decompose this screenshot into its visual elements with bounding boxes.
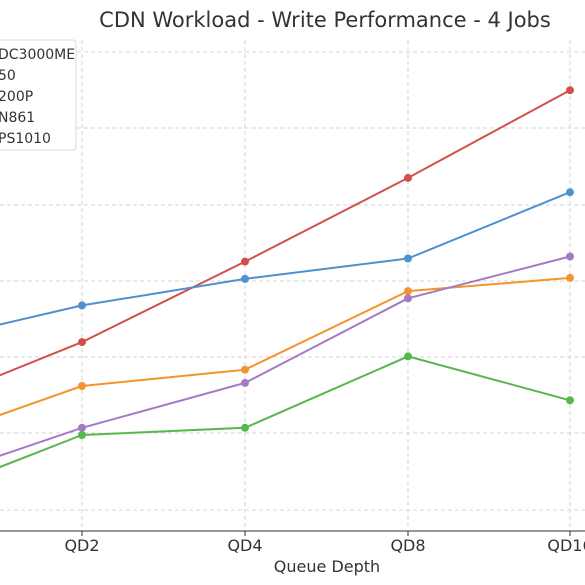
series-line <box>0 255 571 457</box>
data-point <box>78 338 86 347</box>
data-point <box>566 86 574 95</box>
data-point <box>404 287 412 296</box>
data-point <box>404 254 412 263</box>
data-point <box>566 188 574 197</box>
data-point <box>78 431 86 439</box>
series-line <box>0 276 571 416</box>
data-point <box>241 274 249 283</box>
series-group <box>0 86 574 469</box>
legend-entry: 200P <box>0 89 33 105</box>
chart-title: CDN Workload - Write Performance - 4 Job… <box>99 8 551 32</box>
data-point <box>566 273 574 282</box>
x-tick-label: QD16 <box>547 536 585 555</box>
data-point <box>78 423 86 432</box>
data-point <box>78 301 86 310</box>
x-axis-ticks: QD2 QD4 QD8 QD16 <box>64 531 585 555</box>
data-point <box>241 257 249 266</box>
series-line <box>0 191 571 326</box>
grid-lines <box>0 40 585 531</box>
legend-entry: DC3000ME <box>0 47 75 63</box>
legend-box <box>0 39 77 151</box>
data-point <box>404 294 412 303</box>
series-line <box>0 89 571 377</box>
data-point <box>241 365 249 374</box>
data-point <box>566 396 574 405</box>
legend: DC3000ME 50 200P N861 PS1010 <box>0 39 77 151</box>
legend-entry: PS1010 <box>0 131 51 147</box>
x-axis-label: Queue Depth <box>274 557 380 576</box>
x-tick-label: QD4 <box>227 536 262 555</box>
x-tick-label: QD2 <box>64 536 99 555</box>
legend-entry: N861 <box>0 110 35 126</box>
data-point <box>78 382 86 390</box>
x-tick-label: QD8 <box>390 536 425 555</box>
data-point <box>566 252 574 261</box>
data-point <box>241 378 249 387</box>
data-point <box>404 173 412 182</box>
data-point <box>404 352 412 361</box>
legend-entry: 50 <box>0 68 16 84</box>
data-point <box>241 423 249 432</box>
